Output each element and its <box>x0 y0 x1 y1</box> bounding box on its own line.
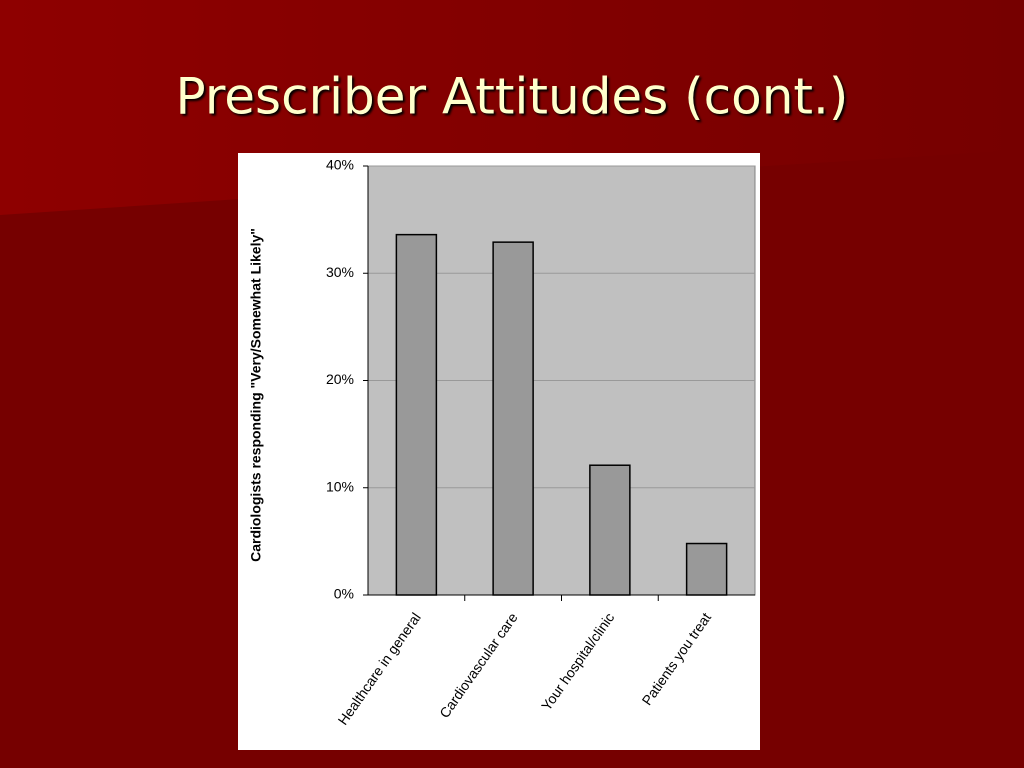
bar <box>685 542 728 596</box>
y-tick-label: 30% <box>326 264 354 280</box>
y-tick-label: 20% <box>326 371 354 387</box>
y-tick-label: 0% <box>334 586 354 602</box>
bar <box>589 464 631 596</box>
bar <box>395 233 438 596</box>
y-tick-label: 10% <box>326 478 354 494</box>
bar <box>492 241 534 596</box>
y-tick-label: 40% <box>326 157 354 173</box>
slide-title: Prescriber Attitudes (cont.) <box>176 68 849 126</box>
y-axis-title: Cardiologists responding "Very/Somewhat … <box>248 228 264 562</box>
